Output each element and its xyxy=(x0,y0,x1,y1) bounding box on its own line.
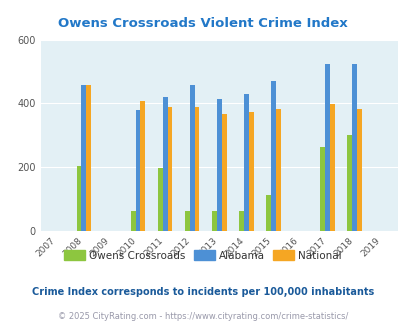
Text: © 2025 CityRating.com - https://www.cityrating.com/crime-statistics/: © 2025 CityRating.com - https://www.city… xyxy=(58,312,347,321)
Bar xyxy=(167,107,172,231)
Bar xyxy=(216,99,221,231)
Bar xyxy=(351,64,356,231)
Bar xyxy=(158,168,162,231)
Bar xyxy=(329,104,334,231)
Bar xyxy=(81,85,86,231)
Bar xyxy=(130,211,135,231)
Legend: Owens Crossroads, Alabama, National: Owens Crossroads, Alabama, National xyxy=(60,246,345,265)
Bar xyxy=(243,94,248,231)
Bar xyxy=(356,110,361,231)
Bar xyxy=(320,147,324,231)
Bar xyxy=(194,107,199,231)
Bar xyxy=(239,211,243,231)
Bar xyxy=(140,102,145,231)
Bar xyxy=(211,211,216,231)
Bar xyxy=(221,114,226,231)
Bar xyxy=(189,85,194,231)
Text: Crime Index corresponds to incidents per 100,000 inhabitants: Crime Index corresponds to incidents per… xyxy=(32,287,373,297)
Text: Owens Crossroads Violent Crime Index: Owens Crossroads Violent Crime Index xyxy=(58,16,347,30)
Bar xyxy=(346,135,351,231)
Bar xyxy=(77,166,81,231)
Bar xyxy=(270,81,275,231)
Bar xyxy=(162,97,167,231)
Bar xyxy=(86,85,91,231)
Bar xyxy=(184,211,189,231)
Bar xyxy=(248,112,253,231)
Bar xyxy=(265,195,270,231)
Bar xyxy=(275,109,280,231)
Bar xyxy=(135,111,140,231)
Bar xyxy=(324,63,329,231)
